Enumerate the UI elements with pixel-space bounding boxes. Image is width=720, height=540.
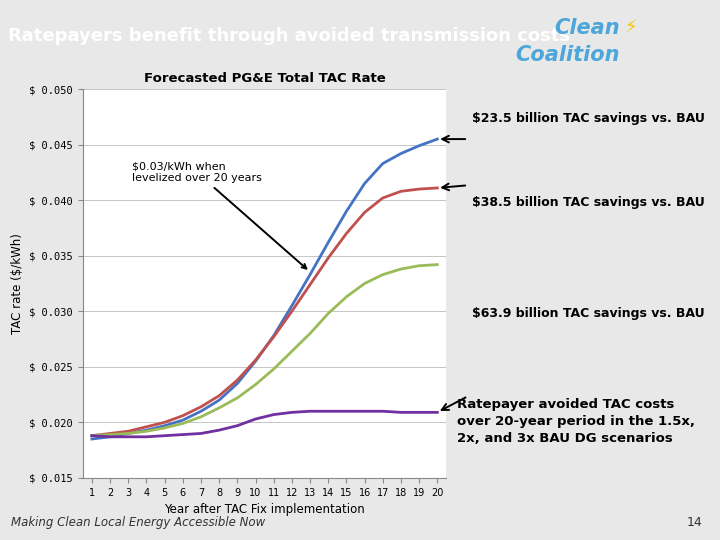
- Y-axis label: TAC rate ($/kWh): TAC rate ($/kWh): [11, 233, 24, 334]
- Text: $23.5 billion TAC savings vs. BAU: $23.5 billion TAC savings vs. BAU: [472, 112, 704, 125]
- Text: Making Clean Local Energy Accessible Now: Making Clean Local Energy Accessible Now: [11, 516, 265, 529]
- X-axis label: Year after TAC Fix implementation: Year after TAC Fix implementation: [164, 503, 365, 516]
- Text: $0.03/kWh when
levelized over 20 years: $0.03/kWh when levelized over 20 years: [132, 161, 306, 268]
- Text: $63.9 billion TAC savings vs. BAU: $63.9 billion TAC savings vs. BAU: [472, 307, 704, 320]
- Text: Ratepayers benefit through avoided transmission costs: Ratepayers benefit through avoided trans…: [9, 28, 570, 45]
- Text: $38.5 billion TAC savings vs. BAU: $38.5 billion TAC savings vs. BAU: [472, 196, 704, 209]
- Text: 14: 14: [686, 516, 702, 529]
- Text: Coalition: Coalition: [515, 45, 619, 65]
- Text: Clean: Clean: [554, 18, 619, 38]
- Title: Forecasted PG&E Total TAC Rate: Forecasted PG&E Total TAC Rate: [144, 72, 385, 85]
- Text: Ratepayer avoided TAC costs
over 20-year period in the 1.5x,
2x, and 3x BAU DG s: Ratepayer avoided TAC costs over 20-year…: [457, 397, 696, 445]
- Text: ⚡: ⚡: [624, 19, 637, 37]
